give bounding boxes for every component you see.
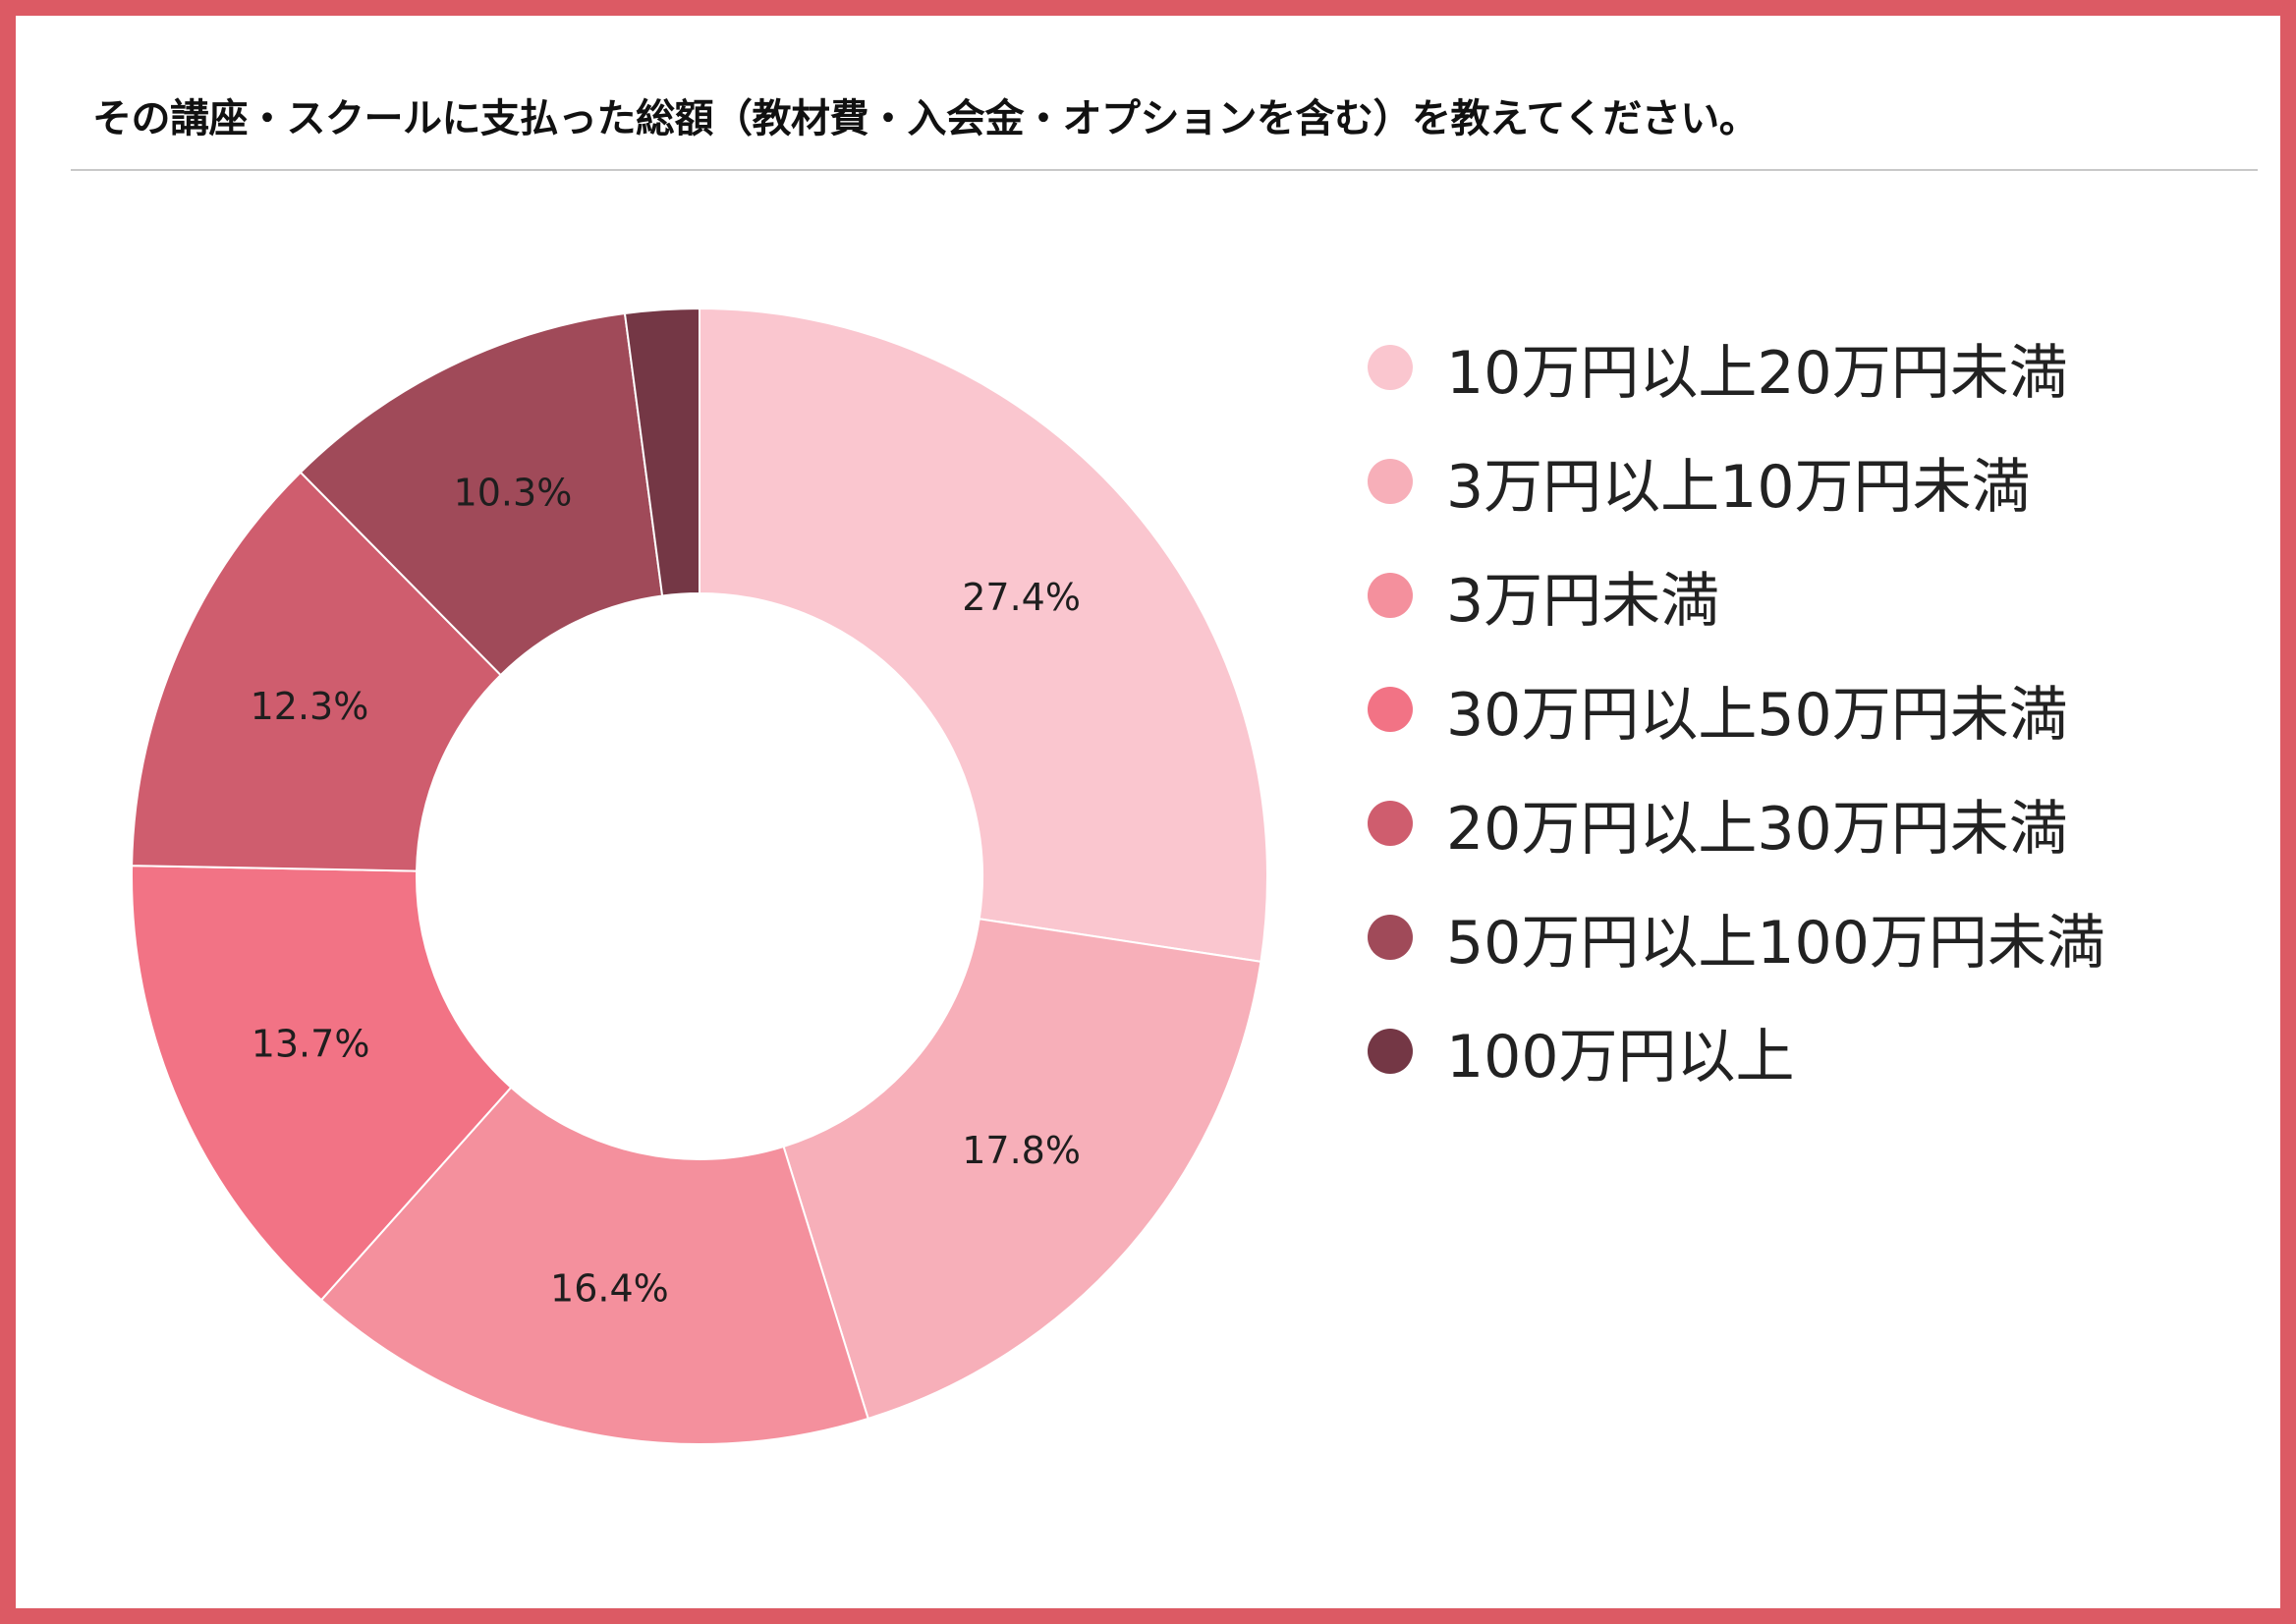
donut-slice-3 (319, 1086, 869, 1445)
slice-label-4: 13.7% (252, 1022, 370, 1065)
legend-item-2: 3万円以上10万円未満 (1368, 424, 2105, 538)
legend-item-5: 20万円以上30万円未満 (1368, 766, 2105, 880)
legend-item-1: 10万円以上20万円未満 (1368, 310, 2105, 424)
slice-label-6: 10.3% (454, 472, 573, 515)
slice-label-3: 16.4% (550, 1267, 669, 1311)
legend-swatch (1368, 345, 1413, 390)
donut-slice-4 (131, 865, 513, 1302)
legend: 10万円以上20万円未満 3万円以上10万円未満 3万円未満 30万円以上50万円未満… (1368, 310, 2105, 1108)
legend-label: 10万円以上20万円未満 (1446, 338, 2068, 408)
legend-label: 100万円以上 (1446, 1022, 1795, 1092)
title-divider (71, 169, 2258, 171)
donut-slice-5 (131, 471, 503, 872)
legend-item-4: 30万円以上50万円未満 (1368, 652, 2105, 766)
legend-swatch (1368, 915, 1413, 960)
legend-swatch (1368, 459, 1413, 504)
legend-swatch (1368, 573, 1413, 618)
slice-label-5: 12.3% (251, 685, 369, 728)
chart-title: その講座・スクールに支払った総額（教材費・入会金・オプションを含む）を教えてくだ… (92, 96, 1759, 141)
donut-slice-6 (299, 311, 664, 677)
legend-swatch (1368, 1029, 1413, 1074)
slice-label-2: 17.8% (962, 1129, 1081, 1172)
legend-swatch (1368, 687, 1413, 732)
legend-label: 50万円以上100万円未満 (1446, 908, 2105, 978)
donut-slice-7 (623, 307, 700, 597)
legend-item-7: 100万円以上 (1368, 994, 2105, 1108)
legend-label: 3万円未満 (1446, 566, 1720, 636)
slice-label-group: 27.4% 17.8% 16.4% 13.7% 12.3% 10.3% (251, 472, 1081, 1311)
legend-label: 30万円以上50万円未満 (1446, 680, 2068, 750)
donut-chart: 27.4% 17.8% 16.4% 13.7% 12.3% 10.3% (131, 307, 1268, 1445)
legend-item-3: 3万円未満 (1368, 538, 2105, 652)
legend-label: 3万円以上10万円未満 (1446, 452, 2031, 522)
donut-slice-2 (782, 918, 1262, 1421)
slice-label-1: 27.4% (962, 576, 1081, 619)
donut-slice-1 (699, 307, 1268, 963)
legend-item-6: 50万円以上100万円未満 (1368, 880, 2105, 994)
legend-swatch (1368, 801, 1413, 846)
slice-group (131, 307, 1268, 1445)
legend-label: 20万円以上30万円未満 (1446, 794, 2068, 864)
